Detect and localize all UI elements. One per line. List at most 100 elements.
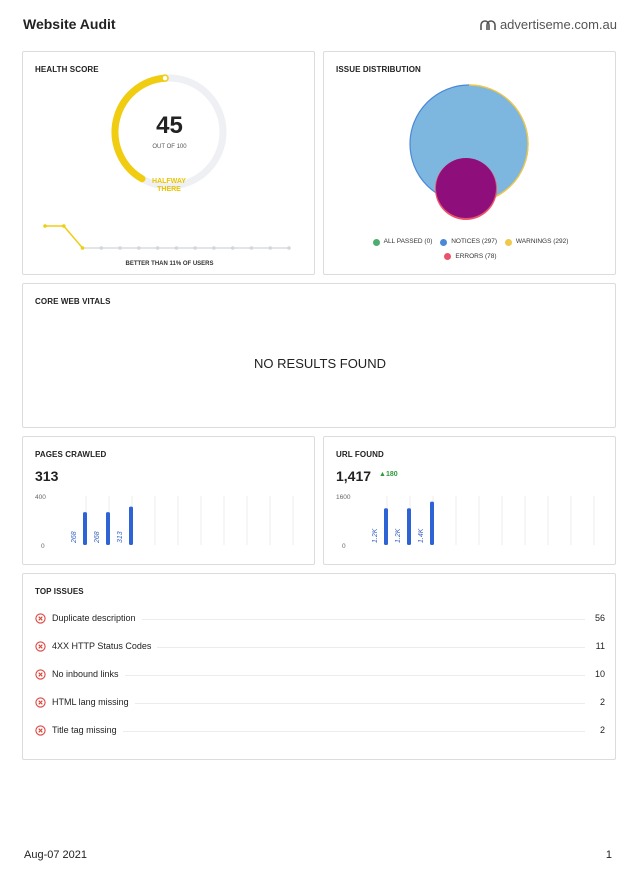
legend-item-notices: NOTICES (297) [440, 236, 497, 248]
bar [407, 508, 411, 545]
url-found-value: 1,417 [336, 468, 372, 484]
pages-crawled-value: 313 [35, 468, 59, 484]
bar-label: 1.2K [395, 528, 402, 543]
bar [83, 512, 87, 545]
pages-crawled-chart: 400 0 268 268 313 [35, 494, 294, 550]
issue-count: 10 [594, 669, 605, 679]
legend-item-all-passed: ALL PASSED (0) [372, 236, 433, 248]
report-header: Website Audit advertiseme.com.au [23, 16, 617, 36]
arrow-up-icon: ▲ [379, 471, 386, 478]
gauge-knob [161, 74, 169, 82]
health-score-title: HEALTH SCORE [35, 65, 99, 74]
url-found-delta: ▲180 [379, 471, 398, 478]
trend-point [249, 246, 254, 250]
issue-dotted-line [52, 619, 585, 620]
issue-count: 2 [599, 697, 605, 707]
issue-label: HTML lang missing [52, 697, 135, 707]
pages-crawled-title: PAGES CRAWLED [35, 450, 107, 459]
issue-distribution-legend: ALL PASSED (0) NOTICES (297) WARNINGS (2… [324, 236, 617, 265]
y-tick-label: 0 [342, 543, 346, 550]
core-web-vitals-card: CORE WEB VITALS NO RESULTS FOUND [22, 283, 616, 428]
legend-dot-icon [444, 253, 452, 260]
y-tick-label: 400 [35, 494, 46, 501]
bar-label: 1.4K [418, 528, 425, 543]
bar-label: 1.2K [372, 528, 379, 543]
legend-label: ALL PASSED (0) [383, 238, 433, 245]
issue-row: HTML lang missing 2 [35, 696, 605, 710]
legend-item-warnings: WARNINGS (292) [504, 236, 569, 248]
url-found-title: URL FOUND [336, 450, 384, 459]
issue-row: Title tag missing 2 [35, 724, 605, 738]
legend-label: ERRORS (78) [455, 252, 497, 260]
issue-row: 4XX HTTP Status Codes 11 [35, 640, 605, 654]
footer-page-number: 1 [605, 849, 612, 861]
bar-label: 268 [94, 531, 101, 544]
core-web-vitals-title: CORE WEB VITALS [35, 297, 111, 306]
health-score-comparison: BETTER THAN 11% OF USERS [125, 261, 214, 267]
health-score-status: HALFWAY THERE [152, 178, 186, 193]
page-title: Website Audit [23, 16, 116, 32]
top-issues-card: TOP ISSUES Duplicate description 56 4XX HT… [22, 573, 616, 760]
legend-label: NOTICES (297) [451, 238, 498, 245]
trend-point [80, 246, 85, 250]
issue-label: 4XX HTTP Status Codes [52, 641, 158, 651]
bar-label: 313 [117, 531, 124, 543]
issue-distribution-chart [409, 84, 529, 220]
brand: advertiseme.com.au [480, 17, 617, 32]
issue-distribution-title: ISSUE DISTRIBUTION [336, 65, 421, 74]
error-circle-icon [35, 725, 46, 736]
error-circle-icon [35, 697, 46, 708]
bar [384, 508, 388, 545]
overlap-circle [436, 158, 496, 218]
legend-dot-icon [372, 238, 380, 246]
legend-item-errors: ERRORS (78) [444, 251, 497, 263]
issue-count: 2 [599, 725, 605, 735]
issue-label: Title tag missing [52, 725, 123, 735]
trend-point [287, 246, 291, 250]
trend-point [268, 246, 273, 250]
health-score-out-of: OUT OF 100 [152, 144, 187, 150]
health-gauge-chart [43, 74, 291, 250]
issue-dotted-line [52, 703, 585, 704]
brand-name: advertiseme.com.au [499, 17, 617, 32]
issue-dotted-line [52, 731, 585, 732]
brand-logo-icon [480, 19, 496, 30]
legend-label: WARNINGS (292) [515, 238, 569, 245]
trend-point [99, 246, 104, 250]
legend-dot-icon [440, 238, 448, 246]
no-results-message: NO RESULTS FOUND [254, 356, 386, 371]
error-circle-icon [35, 669, 46, 680]
issue-row: No inbound links 10 [35, 668, 605, 682]
trend-point [212, 246, 216, 250]
url-found-delta-value: 180 [385, 471, 398, 478]
trend-point [43, 224, 47, 228]
trend-point [118, 246, 122, 250]
url-found-chart: 1600 0 1.2K 1.2K 1.4K [336, 494, 595, 550]
issue-row: Duplicate description 56 [35, 612, 605, 626]
issue-distribution-card: ISSUE DISTRIBUTION ALL PASSED (0) NOTICE… [323, 51, 616, 275]
bar [106, 512, 110, 545]
bar [430, 501, 434, 545]
pages-crawled-card: PAGES CRAWLED 313 400 0 268 268 313 [22, 436, 315, 565]
health-score-value: 45 [156, 112, 183, 139]
error-circle-icon [35, 613, 46, 624]
trend-point [61, 224, 66, 228]
error-circle-icon [35, 641, 46, 652]
issue-dotted-line [52, 647, 585, 648]
issue-count: 56 [594, 613, 605, 623]
y-tick-label: 0 [41, 543, 45, 550]
trend-segment [63, 225, 84, 249]
trend-point [193, 246, 197, 250]
bar [129, 506, 133, 545]
trend-point [137, 246, 141, 250]
url-found-card: URL FOUND 1,417 ▲180 1600 0 1.2K 1.2K 1.4K [323, 436, 616, 565]
trend-point [174, 246, 179, 250]
trend-point [230, 246, 235, 250]
issue-label: Duplicate description [52, 613, 142, 623]
issue-dotted-line [52, 675, 585, 676]
y-tick-label: 1600 [336, 494, 351, 501]
legend-dot-icon [504, 238, 512, 246]
bar-label: 268 [71, 531, 78, 544]
issue-label: No inbound links [52, 669, 125, 679]
footer-date: Aug-07 2021 [24, 849, 87, 861]
